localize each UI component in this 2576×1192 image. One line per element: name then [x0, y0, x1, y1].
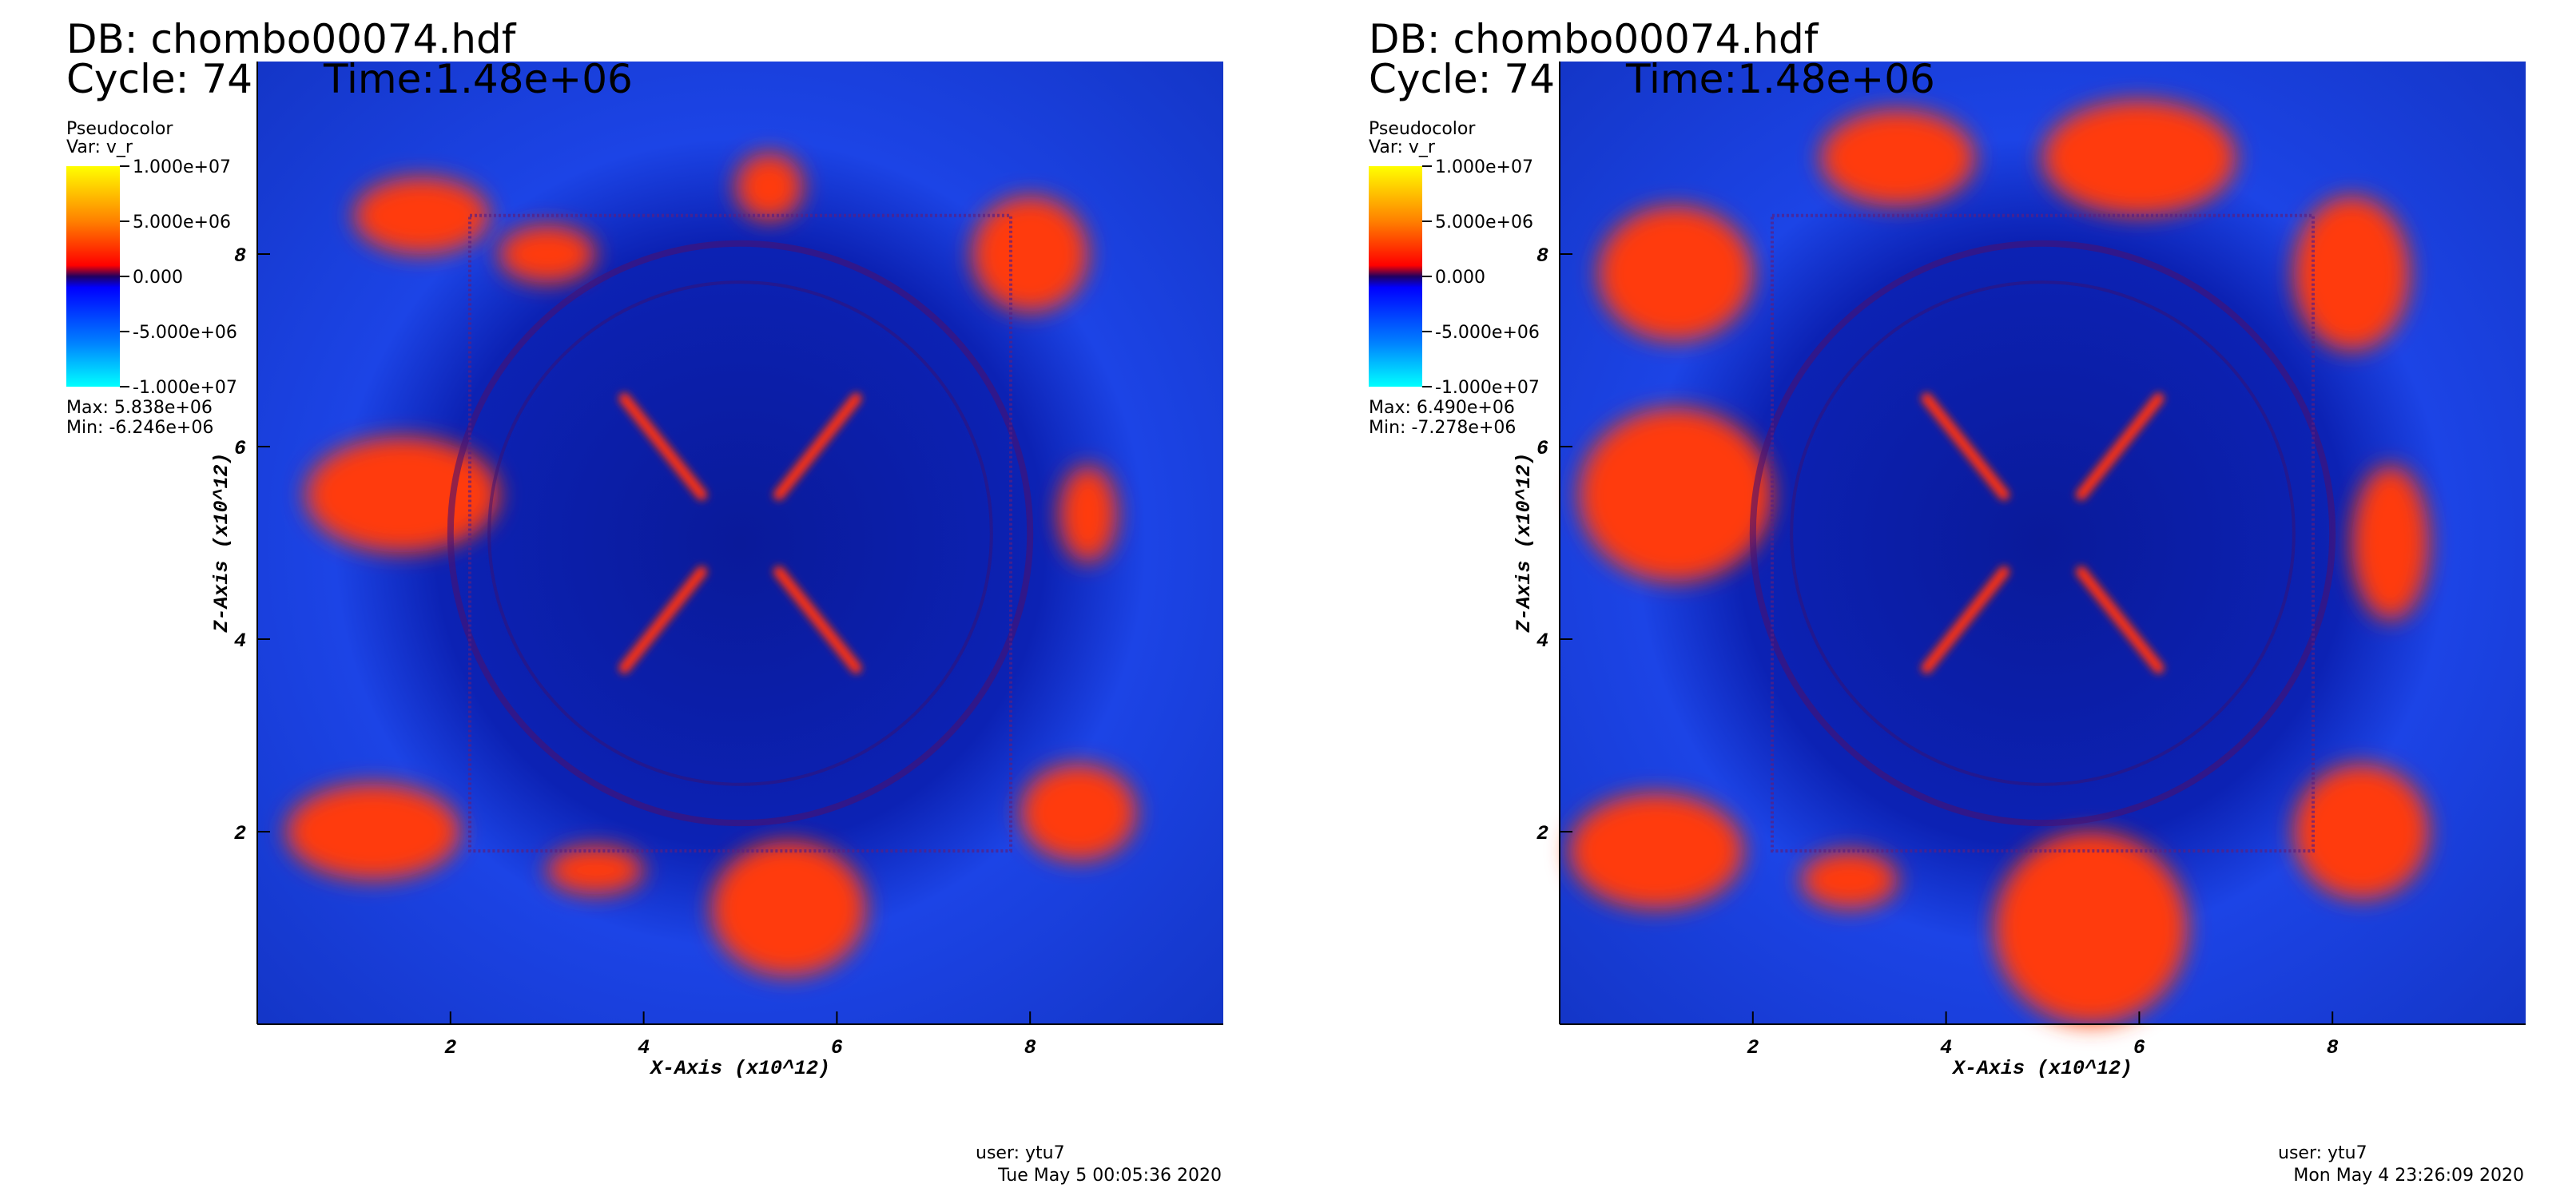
field-jet	[773, 566, 862, 674]
field-feature	[2293, 196, 2410, 351]
colorbar-label: 0.000	[1435, 268, 1485, 288]
plot-field	[1569, 100, 2430, 1024]
field-jet	[773, 392, 862, 501]
x-tick-label: 4	[1940, 1036, 1952, 1059]
legend-max: Max: 5.838e+06	[66, 398, 213, 418]
user: user: ytu7	[976, 1143, 1065, 1163]
colorbar-label: -1.000e+07	[133, 378, 237, 398]
field-feature	[1598, 205, 1753, 341]
field-jet	[2075, 566, 2165, 674]
colorbar-label: -5.000e+06	[1435, 323, 1540, 343]
field-feature	[1059, 466, 1118, 562]
field-jet	[1921, 392, 2010, 501]
z-tick-label: 6	[234, 437, 246, 460]
legend-title: Pseudocolor	[1369, 119, 1476, 139]
legend-title: Pseudocolor	[66, 119, 173, 139]
date: Tue May 5 00:05:36 2020	[997, 1166, 1222, 1186]
field-feature	[286, 783, 460, 880]
field-feature	[1569, 793, 1743, 909]
legend-min: Min: -6.246e+06	[66, 418, 213, 438]
field-feature	[2293, 764, 2430, 900]
time: Time:1.48e+06	[1625, 56, 1935, 102]
shock-ring	[1749, 240, 2336, 827]
x-axis-title: X-Axis (x10^12)	[1951, 1057, 2133, 1080]
refinement-box	[467, 213, 1013, 853]
field-feature	[711, 841, 866, 976]
colorbar-label: 1.000e+07	[133, 157, 231, 177]
field-feature	[499, 224, 596, 284]
field-feature	[972, 196, 1088, 312]
field-feature	[1579, 407, 1772, 582]
field-feature	[735, 153, 804, 221]
field-feature	[353, 177, 490, 254]
z-tick-label: 8	[234, 244, 246, 268]
z-tick-label: 2	[1536, 822, 1548, 845]
shock-ring	[447, 240, 1034, 827]
x-axis-title: X-Axis (x10^12)	[649, 1057, 830, 1080]
field-feature	[2351, 466, 2430, 620]
legend-max: Max: 6.490e+06	[1369, 398, 1515, 418]
plot-field	[286, 153, 1137, 976]
date: Mon May 4 23:26:09 2020	[2293, 1166, 2524, 1186]
x-tick-label: 8	[1024, 1036, 1036, 1059]
z-axis-title: Z-Axis (x10^12)	[1513, 452, 1536, 633]
time: Time:1.48e+06	[323, 56, 633, 102]
x-tick-label: 2	[444, 1036, 456, 1059]
cycle: Cycle: 74	[1369, 56, 1555, 102]
z-tick-label: 2	[234, 822, 246, 845]
field-feature	[2042, 100, 2236, 216]
colorbar-label: 5.000e+06	[133, 213, 231, 232]
field-feature	[1020, 764, 1137, 861]
x-tick-label: 8	[2327, 1036, 2339, 1059]
inner-ring	[1790, 280, 2296, 786]
field-feature	[1801, 851, 1898, 909]
field-feature	[547, 846, 644, 895]
x-tick-label: 6	[2133, 1036, 2145, 1059]
field-jet	[618, 566, 708, 674]
field-jet	[2075, 392, 2165, 501]
x-tick-label: 2	[1747, 1036, 1759, 1059]
colorbar	[66, 166, 120, 387]
x-tick-label: 6	[831, 1036, 843, 1059]
legend-var: Var: v_r	[66, 137, 133, 157]
db-name: DB: chombo00074.hdf	[1369, 16, 1819, 62]
field-jet	[618, 392, 708, 501]
colorbar-label: 0.000	[133, 268, 183, 288]
colorbar-label: 5.000e+06	[1435, 213, 1533, 232]
legend-min: Min: -7.278e+06	[1369, 418, 1516, 438]
field-feature	[1820, 109, 1975, 206]
z-tick-label: 4	[234, 630, 246, 653]
db-name: DB: chombo00074.hdf	[66, 16, 517, 62]
refinement-box	[1770, 213, 2316, 853]
cycle: Cycle: 74	[66, 56, 252, 102]
legend-var: Var: v_r	[1369, 137, 1436, 157]
colorbar-label: 1.000e+07	[1435, 157, 1533, 177]
colorbar-label: -1.000e+07	[1435, 378, 1540, 398]
z-tick-label: 8	[1536, 244, 1548, 268]
x-tick-label: 4	[638, 1036, 650, 1059]
z-axis-title: Z-Axis (x10^12)	[210, 452, 233, 633]
colorbar-label: -5.000e+06	[133, 323, 237, 343]
z-tick-label: 4	[1536, 630, 1548, 653]
z-tick-label: 6	[1536, 437, 1548, 460]
colorbar	[1369, 166, 1422, 387]
inner-ring	[487, 280, 993, 786]
field-jet	[1921, 566, 2010, 674]
field-feature	[1994, 832, 2188, 1024]
user: user: ytu7	[2278, 1143, 2367, 1163]
